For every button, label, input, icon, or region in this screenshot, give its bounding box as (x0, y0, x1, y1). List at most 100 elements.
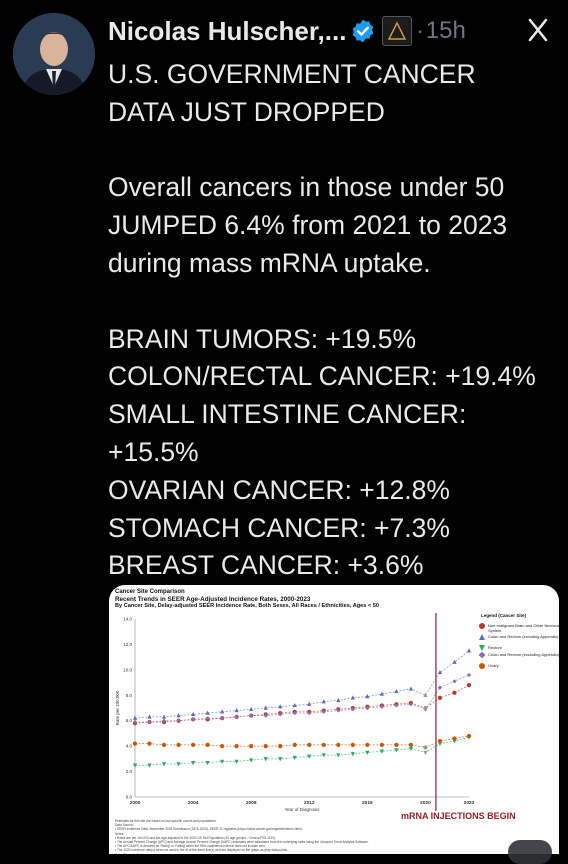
post-header: Nicolas Hulscher,... · 15h (108, 14, 558, 48)
legend-label: Ovary (488, 663, 499, 668)
legend-marker (479, 634, 485, 640)
data-point (234, 708, 239, 713)
legend-marker (479, 623, 485, 629)
data-point (292, 755, 297, 761)
data-point (263, 757, 268, 762)
data-point (190, 760, 196, 766)
post-line: Overall cancers in those under 50 (108, 172, 505, 203)
x-tick-label: 2012 (304, 800, 315, 806)
data-point (205, 742, 210, 747)
series-line (135, 736, 470, 766)
close-icon[interactable] (522, 14, 554, 46)
affiliation-logo-icon (385, 19, 410, 43)
post-body: U.S. GOVERNMENT CANCER DATA JUST DROPPED … (108, 56, 563, 585)
fine-print-line: • The 2020 incidence rate(s) were not us… (115, 848, 288, 853)
legend-label: Colon and Rectum (excluding Appendix) (488, 652, 559, 657)
fine-print-line: Estimates for this site are based on low… (115, 819, 217, 823)
data-point (379, 749, 384, 754)
data-point (176, 762, 181, 767)
author-avatar[interactable] (13, 13, 95, 95)
x-tick-label: 2016 (362, 800, 373, 806)
y-tick-label: 6.0 (126, 718, 133, 723)
fine-print-line: Data Source: (115, 823, 134, 828)
data-point (394, 688, 399, 694)
x-tick-label: 2000 (130, 800, 141, 806)
data-point (220, 759, 225, 764)
data-point (220, 709, 225, 714)
data-point (263, 744, 268, 749)
post-line (108, 132, 563, 170)
data-point (147, 741, 152, 746)
data-point (278, 744, 283, 749)
affiliation-badge[interactable] (382, 16, 413, 46)
data-point (321, 699, 326, 704)
data-point (234, 744, 239, 749)
data-point (394, 703, 399, 708)
data-point (379, 742, 384, 747)
legend-item: Colon and Rectum (including Appendix) (479, 634, 559, 640)
y-axis-label: Rate per 100,000 (115, 690, 120, 725)
post-line: SMALL INTESTINE CANCER: (108, 399, 467, 430)
mrna-annotation: mRNA INJECTIONS BEGIN (401, 811, 516, 821)
data-point (408, 742, 414, 747)
data-point (132, 741, 138, 746)
data-point (292, 710, 297, 716)
chart-plot: 0.0 2.0 4.0 6.0 8.0 10.0 12.0 14.0 2000 2004 2008 2… (115, 613, 475, 812)
y-tick-label: 12.0 (123, 642, 132, 647)
data-point (437, 685, 443, 690)
data-point (365, 750, 370, 755)
data-point (132, 719, 138, 725)
floating-button[interactable] (508, 840, 552, 864)
y-tick-label: 2.0 (126, 769, 133, 774)
legend-label: Non-malignant Brain and Other Nervous Sy… (488, 623, 559, 633)
legend-marker (478, 651, 486, 659)
data-point (147, 763, 152, 768)
data-point (161, 742, 167, 747)
data-point (452, 679, 457, 684)
post-line: JUMPED 6.4% from 2021 to 2023 (108, 210, 508, 241)
data-point (350, 695, 355, 700)
data-point (379, 691, 384, 696)
legend-item: Ovary (479, 663, 559, 669)
fine-print-line: • The APC/AAPC is denoted as 'Rising' or… (115, 844, 266, 849)
chart-subtitle: By Cancer Site, Delay-adjusted SEER Inci… (115, 603, 379, 609)
data-point (176, 713, 181, 718)
data-point (292, 742, 297, 747)
data-point (161, 762, 167, 767)
data-point (394, 742, 399, 747)
data-point (292, 702, 297, 708)
data-point (466, 683, 472, 688)
data-point (423, 692, 428, 697)
data-point (190, 742, 196, 747)
post-line: BRAIN TUMORS: +19.5% (108, 323, 417, 354)
data-point (452, 659, 457, 664)
post-line: DATA JUST DROPPED (108, 96, 385, 127)
data-point (408, 746, 414, 752)
data-point (452, 690, 457, 695)
data-point (336, 742, 341, 747)
data-point (278, 757, 283, 762)
data-point (205, 760, 210, 766)
data-point (205, 710, 210, 715)
data-point (408, 686, 414, 691)
legend-label: Rectum (488, 645, 502, 650)
y-tick-label: 4.0 (126, 744, 133, 749)
chart-title: Recent Trends in SEER Age-Adjusted Incid… (115, 596, 311, 603)
fine-print-line: • Rates are per 100,000 and are age-adju… (115, 835, 276, 840)
avatar-image (13, 13, 95, 95)
data-point (321, 753, 326, 758)
data-point (161, 718, 167, 723)
series-line (135, 735, 470, 748)
data-point (220, 744, 225, 749)
data-point (466, 733, 472, 739)
post-time[interactable]: 15h (425, 17, 466, 44)
post-line: COLON/RECTAL CANCER: +19.4% (108, 361, 536, 392)
x-axis-label: Year of Diagnosis (284, 807, 320, 812)
x-tick-label: 2020 (420, 800, 431, 806)
post-media-chart[interactable]: Cancer Site Comparison Recent Trends in … (109, 585, 559, 854)
data-point (307, 701, 312, 706)
legend-title: Legend (Cancer Site) (481, 613, 527, 618)
post-line: STOMACH CANCER: +7.3% (108, 512, 450, 543)
x-tick-label: 2008 (246, 800, 257, 806)
author-name[interactable]: Nicolas Hulscher,... (108, 15, 347, 46)
